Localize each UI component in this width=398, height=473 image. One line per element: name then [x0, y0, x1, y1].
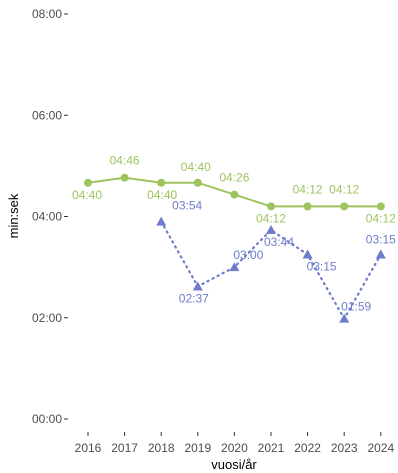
series-1-point — [192, 281, 203, 291]
x-tick-label: 2021 — [258, 441, 285, 455]
series-0-data-label: 04:40 — [147, 188, 177, 202]
series-1-data-label: 03:00 — [233, 248, 263, 262]
x-tick-label: 2023 — [331, 441, 358, 455]
data-label-layer: 04:40 04:46 04:40 04:40 04:26 04:12 04:12 04:12… — [72, 154, 396, 314]
x-tick-label: 2019 — [184, 441, 211, 455]
x-tick-label: 2020 — [221, 441, 248, 455]
x-tick-label: 2024 — [367, 441, 394, 455]
series-0-point — [303, 202, 312, 211]
series-1-data-label: 02:37 — [179, 292, 209, 306]
series-0-data-label: 04:12 — [366, 211, 396, 225]
x-tick-label: 2018 — [148, 441, 175, 455]
y-tick-label: 08:00 — [32, 7, 62, 21]
series-0-data-label: 04:46 — [110, 154, 140, 168]
series-1-data-label: 03:15 — [366, 232, 396, 246]
series-0-point — [157, 178, 166, 187]
y-tick-label: 04:00 — [32, 210, 62, 224]
y-tick-label: 02:00 — [32, 311, 62, 325]
series-1-point — [266, 225, 276, 234]
series-0-point — [84, 178, 92, 187]
series-1-data-label: 03:54 — [172, 199, 202, 213]
x-axis: 2016 2017 2018 2019 2020 2021 2022 2023 2024 — [75, 432, 394, 455]
series-0-data-label: 04:12 — [329, 182, 359, 196]
x-axis-title: vuosi/år — [211, 457, 257, 472]
y-tick-label: 00:00 — [32, 412, 62, 426]
series-0-point — [376, 202, 385, 211]
x-tick-label: 2017 — [111, 441, 138, 455]
series-0-data-label: 04:12 — [293, 182, 323, 196]
x-tick-label: 2016 — [75, 441, 102, 455]
series-1-data-label: 01:59 — [341, 300, 371, 314]
series-0-data-label: 04:40 — [72, 188, 102, 202]
series-1-point — [339, 313, 350, 323]
series-1-point — [229, 262, 240, 272]
series-1-point — [375, 249, 386, 259]
series-0-point — [340, 202, 349, 211]
series-1-point — [302, 249, 313, 259]
series-layer — [84, 173, 386, 323]
y-axis: 00:00 02:00 04:00 06:00 08:00 — [32, 7, 68, 426]
series-0-point — [193, 178, 202, 187]
series-0-point — [230, 190, 239, 199]
series-0-data-label: 04:12 — [256, 211, 286, 225]
series-0-point — [267, 202, 275, 211]
x-tick-label: 2022 — [294, 441, 321, 455]
y-axis-title: min:sek — [6, 193, 21, 238]
series-1-data-label: 03:15 — [307, 259, 337, 273]
series-0-data-label: 04:40 — [181, 160, 211, 174]
series-0-data-label: 04:26 — [219, 171, 249, 185]
series-1-data-label: 03:44 — [264, 235, 294, 249]
series-1-point — [156, 216, 167, 226]
y-tick-label: 06:00 — [32, 108, 62, 122]
series-0-point — [120, 173, 129, 182]
